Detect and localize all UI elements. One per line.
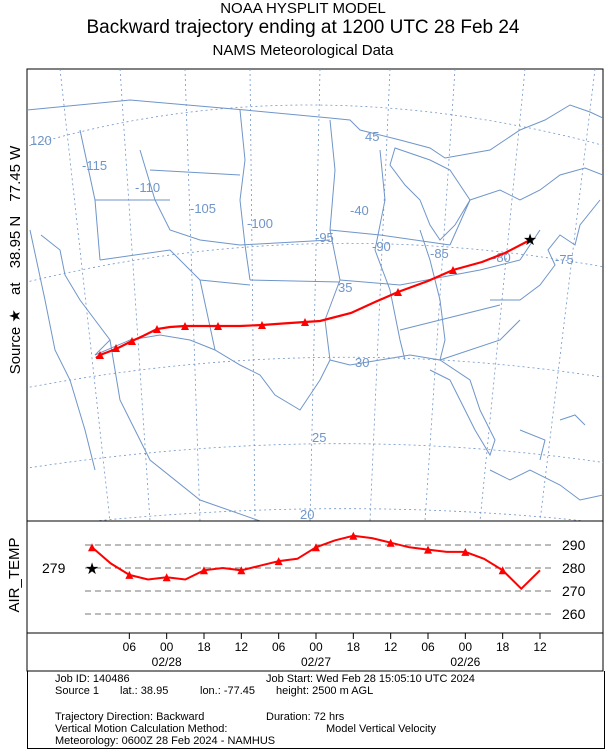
lon-label: 120 bbox=[30, 133, 52, 148]
job-info-box: Job ID: 140486 Job Start: Wed Feb 28 15:… bbox=[27, 671, 605, 749]
map-grid-labels: 120 -115 -110 -105 -100 -95 -90 -85 -80 … bbox=[30, 129, 574, 522]
job-start: Job Start: Wed Feb 28 15:05:10 UTC 2024 bbox=[266, 673, 475, 685]
lon-label: -95 bbox=[315, 230, 334, 245]
source-lat: lat.: 38.95 bbox=[120, 685, 169, 697]
air-temp-markers bbox=[88, 531, 507, 582]
trajectory-marker bbox=[96, 351, 104, 359]
time-axis-tick-label: 00 bbox=[309, 640, 323, 654]
air-temp-marker bbox=[274, 557, 283, 566]
trajectory-marker bbox=[449, 266, 457, 274]
lon-label: -100 bbox=[247, 216, 273, 231]
time-axis-tick-label: 12 bbox=[384, 640, 398, 654]
air-temp-marker bbox=[386, 538, 395, 547]
trajectory-marker bbox=[258, 321, 266, 329]
air-temp-marker bbox=[349, 531, 358, 540]
time-axis-tick-label: 06 bbox=[272, 640, 286, 654]
air-temp-ytick-labels: 290 280 270 260 bbox=[562, 537, 586, 622]
lon-label: -80 bbox=[492, 250, 511, 265]
time-axis-tick-label: 06 bbox=[421, 640, 435, 654]
trajectory: ★ bbox=[95, 232, 537, 359]
air-temp-ytick-label: 280 bbox=[562, 560, 586, 576]
time-axis-tick-label: 06 bbox=[123, 640, 137, 654]
trajectory-marker bbox=[153, 325, 161, 333]
lon-label: -105 bbox=[190, 201, 216, 216]
title-line-2: Backward trajectory ending at 1200 UTC 2… bbox=[86, 17, 520, 38]
lat-label: 20 bbox=[300, 507, 314, 522]
lon-label: -110 bbox=[135, 180, 160, 195]
lat-label: 30 bbox=[355, 355, 369, 370]
air-temp-marker bbox=[498, 566, 507, 575]
air-temp-marker bbox=[162, 573, 171, 582]
lon-label: -75 bbox=[555, 252, 574, 267]
lon-label: -115 bbox=[82, 158, 107, 173]
air-temp-marker bbox=[125, 570, 134, 579]
map-panel: 120 -115 -110 -105 -100 -95 -90 -85 -80 … bbox=[26, 68, 604, 522]
trajectory-marker bbox=[214, 322, 222, 330]
trajectory-marker bbox=[301, 318, 309, 326]
air-temp-ytick-label: 290 bbox=[562, 537, 586, 553]
air-temp-marker bbox=[237, 566, 246, 575]
air-temp-frame bbox=[26, 520, 604, 634]
time-axis-tick-label: 18 bbox=[496, 640, 510, 654]
time-axis-tick-label: 00 bbox=[160, 640, 174, 654]
lon-label: -90 bbox=[372, 239, 391, 254]
time-axis-ticks: 06 00 18 12 06 00 18 12 06 00 18 12 02/28 02/27 02/26 bbox=[123, 633, 547, 669]
time-axis-tick-label: 12 bbox=[235, 640, 249, 654]
air-temp-ytick-label: 260 bbox=[562, 606, 586, 622]
source-id: Source 1 bbox=[55, 685, 100, 697]
time-axis-tick-label: 18 bbox=[347, 640, 361, 654]
graticule bbox=[27, 69, 603, 521]
trajectory-marker bbox=[128, 337, 136, 345]
source-star-icon: ★ bbox=[523, 232, 537, 249]
lat-label: 45 bbox=[365, 129, 379, 144]
trajectory-marker bbox=[112, 344, 120, 352]
trajectory-direction: Trajectory Direction: Backward bbox=[55, 711, 205, 723]
source-lon: lon.: -77.45 bbox=[200, 685, 256, 697]
time-axis-panel: 06 00 18 12 06 00 18 12 06 00 18 12 02/28 02/27 02/26 bbox=[26, 632, 604, 672]
title-line-1: NOAA HYSPLIT MODEL bbox=[220, 0, 386, 17]
trajectory-marker bbox=[394, 288, 402, 296]
vertical-motion-method: Vertical Motion Calculation Method: bbox=[55, 723, 228, 735]
duration: Duration: 72 hrs bbox=[266, 711, 345, 723]
air-temp-marker bbox=[424, 545, 432, 554]
air-temp-marker bbox=[88, 543, 96, 552]
trajectory-marker bbox=[181, 322, 189, 330]
time-axis-tick-label: 00 bbox=[459, 640, 473, 654]
time-axis-frame bbox=[26, 632, 604, 672]
start-star-icon: ★ bbox=[85, 561, 99, 578]
time-axis-date-label: 02/28 bbox=[152, 655, 182, 669]
lat-label: 25 bbox=[312, 430, 326, 445]
lat-label: 35 bbox=[338, 280, 352, 295]
meteorology: Meteorology: 0600Z 28 Feb 2024 - NAMHUS bbox=[55, 735, 276, 747]
air-temp-panel: 290 280 270 260 279 ★ bbox=[26, 520, 604, 634]
title-line-3: NAMS Meteorological Data bbox=[212, 42, 394, 59]
air-temp-marker bbox=[312, 543, 320, 552]
air-temp-marker bbox=[461, 547, 470, 556]
air-temp-gridlines bbox=[85, 544, 552, 615]
time-axis-tick-label: 12 bbox=[533, 640, 547, 654]
time-axis-date-label: 02/26 bbox=[450, 655, 480, 669]
lon-label: -85 bbox=[430, 246, 449, 261]
boundaries bbox=[27, 99, 603, 521]
vertical-motion-value: Model Vertical Velocity bbox=[326, 723, 437, 735]
time-axis-tick-label: 18 bbox=[197, 640, 211, 654]
trajectory-markers bbox=[96, 266, 457, 359]
air-temp-marker bbox=[200, 566, 208, 575]
start-value-label: 279 bbox=[42, 560, 66, 576]
source-height: height: 2500 m AGL bbox=[276, 685, 374, 697]
lat-label: -40 bbox=[350, 203, 369, 218]
trajectory-path bbox=[95, 239, 531, 359]
air-temp-ytick-label: 270 bbox=[562, 583, 586, 599]
time-axis-date-label: 02/27 bbox=[301, 655, 331, 669]
job-id: Job ID: 140486 bbox=[55, 673, 130, 685]
